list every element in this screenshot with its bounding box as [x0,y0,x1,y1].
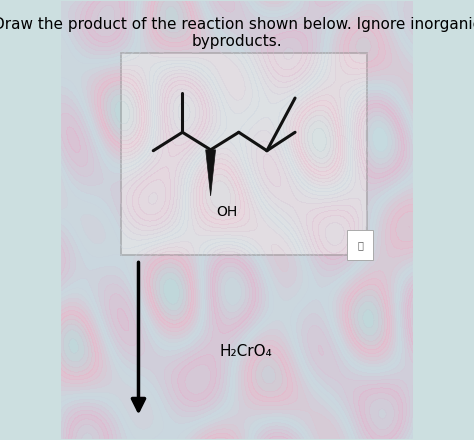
Text: H₂CrO₄: H₂CrO₄ [219,344,272,359]
FancyBboxPatch shape [121,53,367,255]
Text: OH: OH [216,205,237,219]
Polygon shape [206,150,216,196]
Text: byproducts.: byproducts. [191,33,283,48]
Text: Draw the product of the reaction shown below. Ignore inorganic: Draw the product of the reaction shown b… [0,17,474,32]
Text: ⌕: ⌕ [357,240,363,250]
